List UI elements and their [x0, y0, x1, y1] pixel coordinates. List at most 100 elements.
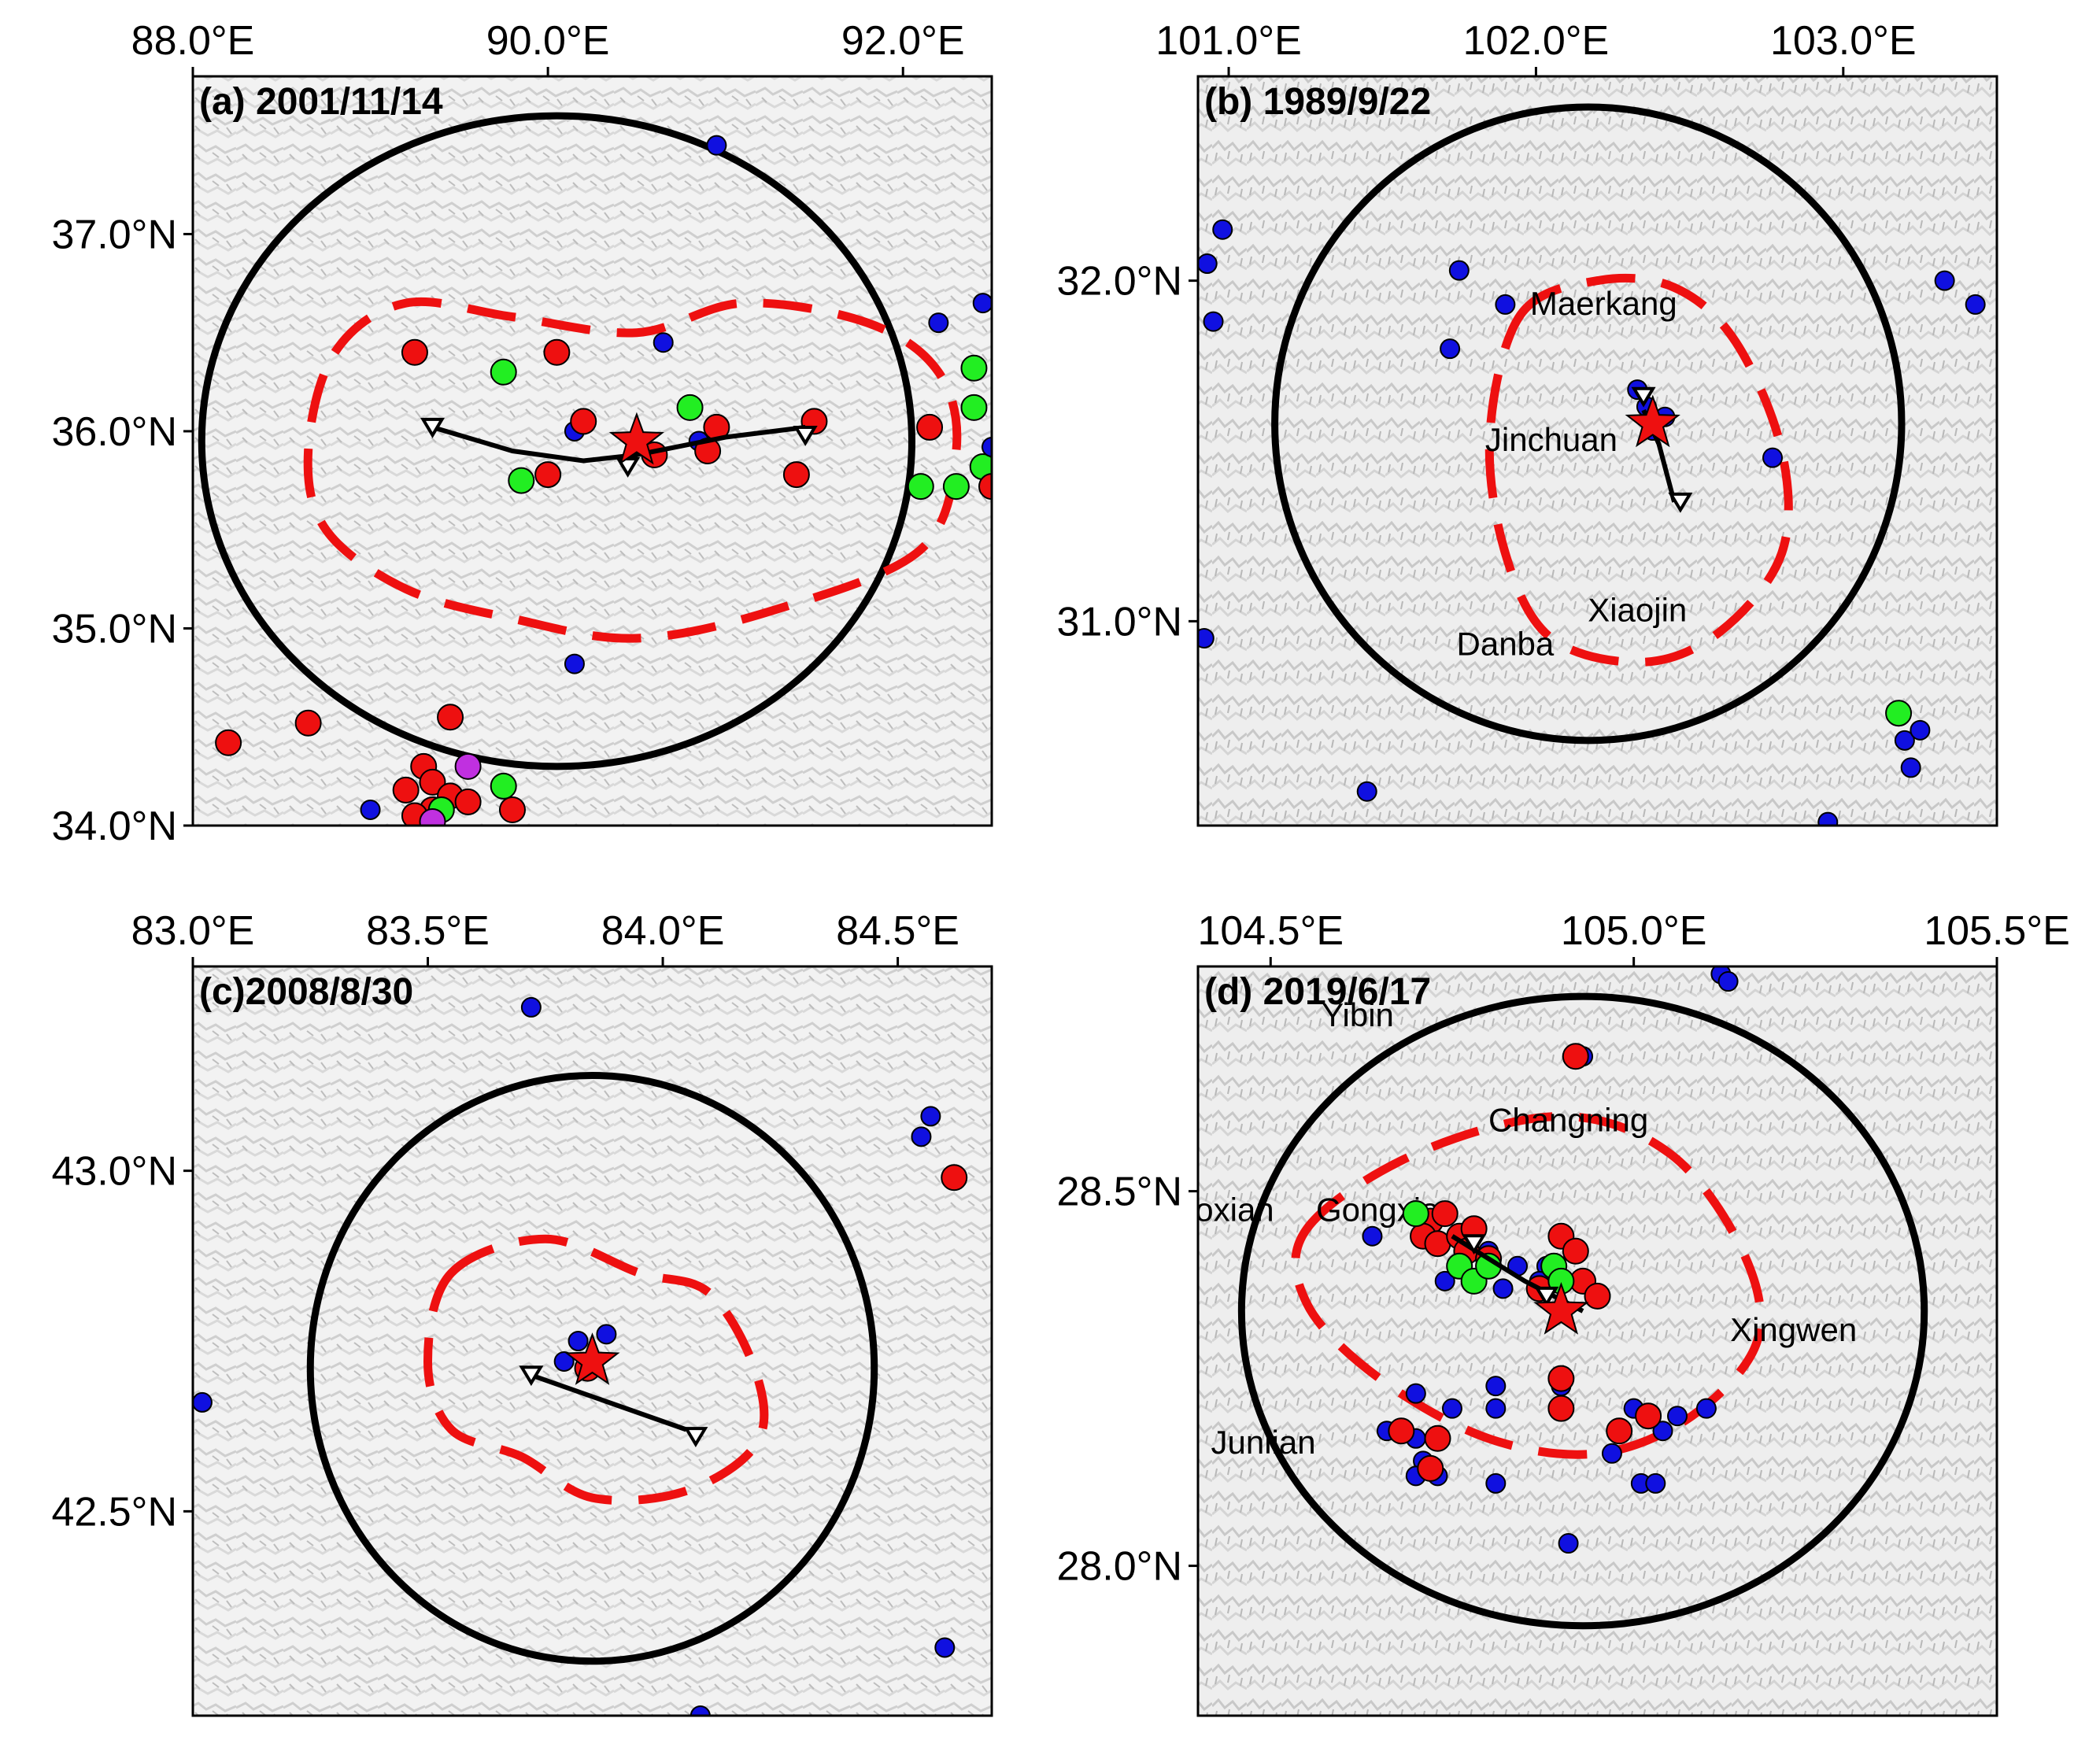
green-event-dot — [960, 394, 988, 421]
green-event-dot — [1402, 1200, 1429, 1228]
map-panel-c: 83.0°E 83.5°E 84.0°E 84.5°E 42.5°N 43.0°N (c)2… — [51, 908, 993, 1717]
blue-event-dot — [1667, 1406, 1688, 1427]
lon-tick-label: 84.0°E — [601, 908, 725, 954]
lon-tick-label: 105.5°E — [1924, 908, 2070, 954]
red-event-dot — [401, 338, 428, 366]
blue-event-dot — [520, 996, 542, 1018]
blue-event-dot — [1492, 1278, 1514, 1299]
blue-event-dot — [1645, 1472, 1666, 1494]
blue-event-dot — [1405, 1383, 1426, 1404]
green-event-dot — [490, 772, 517, 800]
panel-title: (c)2008/8/30 — [199, 971, 413, 1013]
epicenter-star — [564, 1332, 620, 1385]
blue-event-dot — [1695, 1398, 1717, 1419]
trace-end-triangle — [1668, 492, 1693, 513]
blue-event-dot — [1440, 338, 1461, 360]
blue-event-dot — [1762, 447, 1784, 468]
red-event-dot — [941, 1164, 968, 1192]
place-label: Yibin — [1322, 996, 1394, 1033]
place-label: Changning — [1488, 1101, 1648, 1138]
lon-tick-label: 104.5°E — [1197, 908, 1344, 954]
blue-event-dot — [1900, 757, 1921, 778]
red-event-dot — [1424, 1424, 1451, 1452]
blue-event-dot — [1485, 1472, 1507, 1494]
black-radius-circle — [1271, 103, 1906, 745]
red-event-dot — [1635, 1402, 1662, 1430]
blue-event-dot — [1441, 1398, 1462, 1419]
blue-event-dot — [596, 1324, 617, 1345]
shaded-relief-background — [193, 76, 992, 826]
green-event-dot — [1885, 700, 1913, 727]
red-event-dot — [499, 796, 526, 823]
blue-event-dot — [1198, 253, 1218, 274]
lon-tick-label: 90.0°E — [486, 18, 610, 64]
lon-tick-label: 84.5°E — [836, 908, 959, 954]
red-event-dot — [294, 709, 322, 737]
blue-event-dot — [1601, 1443, 1622, 1464]
black-radius-circle — [306, 1071, 878, 1665]
blue-event-dot — [1198, 628, 1215, 648]
blue-event-dot — [920, 1106, 941, 1127]
blue-event-dot — [653, 332, 674, 353]
place-label: Xiaojin — [1588, 591, 1687, 628]
lat-tick-label: 42.5°N — [51, 1489, 177, 1535]
green-event-dot — [960, 354, 988, 382]
red-event-dot — [419, 768, 446, 796]
red-event-dot — [1388, 1417, 1415, 1445]
red-dashed-outline — [1484, 273, 1793, 667]
lat-tick-label: 31.0°N — [1056, 599, 1182, 645]
place-label: Gaoxian — [1151, 1192, 1274, 1229]
red-event-dot — [570, 408, 597, 435]
red-event-dot — [916, 413, 944, 441]
place-label: Maerkang — [1530, 285, 1677, 322]
blue-event-dot — [934, 1637, 956, 1658]
lon-tick-label: 102.0°E — [1463, 18, 1610, 64]
lon-tick-label: 105.0°E — [1561, 908, 1707, 954]
green-event-dot — [490, 358, 517, 386]
lat-tick-label: 36.0°N — [51, 409, 177, 455]
map-content-b: Maerkang Jinchuan Xiaojin Danba — [1198, 76, 1997, 826]
blue-event-dot — [1965, 294, 1986, 315]
blue-event-dot — [568, 1331, 589, 1351]
place-label: Xingwen — [1730, 1311, 1857, 1348]
map-frame — [191, 965, 993, 1717]
blue-event-dot — [553, 1350, 575, 1372]
blue-event-dot — [928, 312, 949, 334]
blue-event-dot — [1203, 311, 1224, 332]
lat-tick-label: 28.0°N — [1056, 1544, 1182, 1590]
lon-tick-label: 83.0°E — [131, 908, 255, 954]
trace-end-triangle — [1462, 1234, 1487, 1255]
map-panel-b: Maerkang Jinchuan Xiaojin Danba 101.0°E 102.0… — [1056, 18, 1998, 827]
blue-event-dot — [1356, 781, 1377, 802]
trace-end-triangle — [519, 1365, 544, 1387]
blue-event-dot — [911, 1126, 932, 1147]
place-label: Jinchuan — [1485, 421, 1618, 458]
map-panel-a: 88.0°E 90.0°E 92.0°E 34.0°N 35.0°N 36.0°N 37.0… — [51, 18, 993, 849]
green-event-dot — [942, 473, 970, 501]
purple-event-dot — [419, 807, 446, 826]
red-event-dot — [215, 729, 242, 756]
rupture-trace — [431, 424, 806, 464]
red-event-dot — [978, 473, 992, 501]
place-label: Junlian — [1211, 1424, 1315, 1461]
epicenter-star — [608, 412, 664, 465]
blue-event-dot — [1652, 1421, 1673, 1442]
place-label: Danba — [1457, 626, 1555, 663]
lon-tick-label: 92.0°E — [841, 18, 965, 64]
blue-event-dot — [1934, 270, 1955, 291]
epicenter-star — [1625, 394, 1680, 448]
lon-tick-label: 83.5°E — [366, 908, 490, 954]
red-event-dot — [543, 338, 571, 366]
red-event-dot — [392, 776, 420, 804]
red-event-dot — [1547, 1365, 1575, 1392]
lon-tick-label: 88.0°E — [131, 18, 255, 64]
blue-event-dot — [690, 1705, 711, 1716]
rupture-trace — [530, 1373, 687, 1432]
lat-tick-label: 43.0°N — [51, 1149, 177, 1195]
lon-tick-label: 103.0°E — [1770, 18, 1917, 64]
map-frame — [1196, 75, 1998, 827]
blue-event-dot — [1558, 1533, 1579, 1554]
